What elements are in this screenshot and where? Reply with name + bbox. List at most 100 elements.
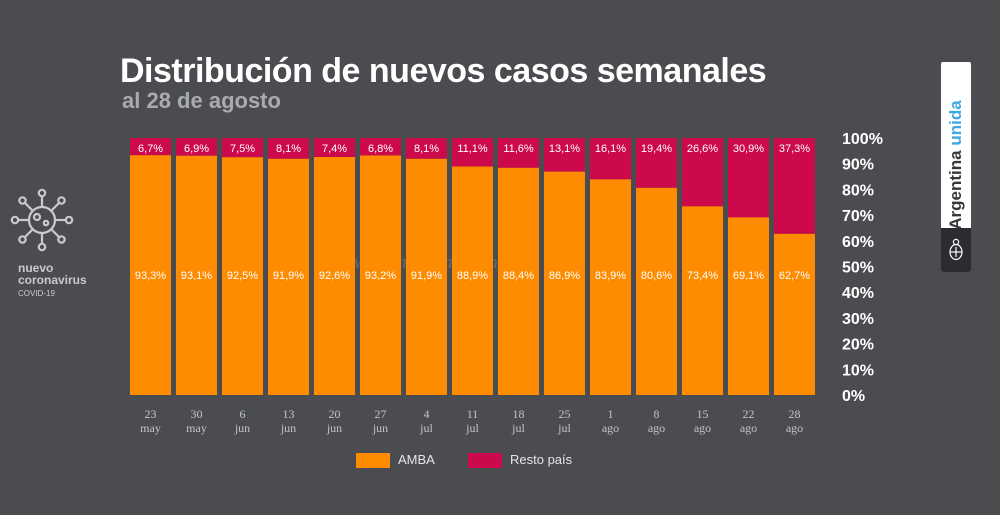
data-label-amba: 69,1%: [733, 270, 764, 282]
x-tick-label-day: 20: [329, 407, 341, 421]
bar-segment-amba: [222, 157, 263, 395]
bar-segment-amba: [406, 158, 447, 395]
data-label-resto-pais: 37,3%: [779, 143, 810, 155]
bar-segment-resto-pais: [406, 138, 447, 159]
x-tick-label-day: 15: [697, 407, 709, 421]
data-label-resto-pais: 6,7%: [138, 143, 163, 155]
x-tick-label-day: 25: [559, 407, 571, 421]
y-tick-label: 30%: [842, 311, 874, 328]
logo-line-1: nuevo: [18, 261, 54, 275]
x-tick-label-month: may: [140, 421, 161, 435]
logo-line-2: coronavirus: [18, 273, 87, 287]
bar-segment-amba: [314, 157, 355, 395]
y-tick-label: 60%: [842, 234, 874, 251]
data-label-resto-pais: 26,6%: [687, 143, 718, 155]
data-label-resto-pais: 8,1%: [414, 143, 439, 155]
y-tick-label: 70%: [842, 208, 874, 225]
x-tick-label-day: 8: [654, 407, 660, 421]
bar-segment-resto-pais: [498, 138, 539, 168]
bar-segment-resto-pais: [774, 138, 815, 234]
virus-icon: [10, 188, 74, 252]
bar-segment-resto-pais: [590, 138, 631, 180]
bar-segment-amba: [498, 167, 539, 395]
bar-segment-resto-pais: [268, 138, 309, 159]
argentina-unida-brand: Argentina unida: [941, 62, 971, 272]
bar-segment-resto-pais: [360, 138, 401, 156]
data-label-resto-pais: 8,1%: [276, 143, 301, 155]
y-tick-label: 80%: [842, 182, 874, 199]
x-tick-label-day: 30: [191, 407, 203, 421]
x-tick-label-day: 6: [240, 407, 246, 421]
bar-segment-amba: [774, 233, 815, 395]
bar-segment-amba: [544, 171, 585, 395]
data-label-amba: 88,4%: [503, 270, 534, 282]
legend-label-amba: AMBA: [398, 452, 435, 467]
x-tick-label-month: ago: [786, 421, 803, 435]
data-label-resto-pais: 6,8%: [368, 143, 393, 155]
data-label-amba: 92,6%: [319, 270, 350, 282]
x-tick-label-month: jun: [372, 421, 388, 435]
x-tick-label-day: 4: [424, 407, 430, 421]
x-tick-label-day: 22: [743, 407, 755, 421]
bar-segment-resto-pais: [452, 138, 493, 167]
bar-segment-amba: [176, 155, 217, 395]
x-tick-label-day: 13: [283, 407, 295, 421]
x-tick-label-month: jun: [234, 421, 250, 435]
bar-segment-amba: [590, 179, 631, 395]
x-tick-label-month: jul: [511, 421, 525, 435]
data-label-amba: 91,9%: [411, 270, 442, 282]
chart-subtitle: al 28 de agosto: [122, 88, 281, 113]
y-tick-label: 50%: [842, 260, 874, 277]
logo-caption: nuevo coronavirus COVID-19: [18, 262, 87, 300]
x-tick-label-day: 18: [513, 407, 525, 421]
y-tick-label: 90%: [842, 157, 874, 174]
legend-label-resto-pais: Resto país: [510, 452, 573, 467]
data-label-amba: 93,2%: [365, 270, 396, 282]
data-label-amba: 62,7%: [779, 270, 810, 282]
data-label-resto-pais: 11,6%: [503, 143, 534, 155]
x-tick-label-day: 27: [375, 407, 387, 421]
bar-segment-resto-pais: [636, 138, 677, 188]
x-tick-label-day: 1: [608, 407, 614, 421]
legend-swatch-amba: [356, 453, 390, 468]
x-tick-label-month: jul: [419, 421, 433, 435]
bar-segment-resto-pais: [130, 138, 171, 156]
data-label-resto-pais: 6,9%: [184, 143, 209, 155]
bar-segment-amba: [268, 158, 309, 395]
y-tick-label: 10%: [842, 362, 874, 379]
bar-segment-amba: [728, 217, 769, 395]
bar-segment-amba: [130, 155, 171, 395]
x-tick-label-month: may: [186, 421, 207, 435]
data-label-amba: 80,6%: [641, 270, 672, 282]
data-label-resto-pais: 13,1%: [549, 143, 580, 155]
data-label-amba: 92,5%: [227, 270, 258, 282]
data-label-resto-pais: 30,9%: [733, 143, 764, 155]
data-label-amba: 88,9%: [457, 270, 488, 282]
bar-segment-resto-pais: [222, 138, 263, 158]
x-tick-label-day: 28: [789, 407, 801, 421]
data-label-amba: 93,1%: [181, 270, 212, 282]
logo-line-3: COVID-19: [18, 289, 55, 298]
x-tick-label-month: jun: [326, 421, 342, 435]
data-label-resto-pais: 11,1%: [457, 143, 488, 155]
x-tick-label-month: jun: [280, 421, 296, 435]
x-tick-label-month: ago: [694, 421, 711, 435]
data-label-resto-pais: 7,5%: [230, 143, 255, 155]
y-tick-label: 0%: [842, 388, 865, 405]
bar-segment-amba: [452, 166, 493, 395]
data-label-amba: 93,3%: [135, 270, 166, 282]
x-tick-label-month: ago: [602, 421, 619, 435]
data-label-amba: 91,9%: [273, 270, 304, 282]
bar-segment-resto-pais: [314, 138, 355, 158]
bar-segment-resto-pais: [728, 138, 769, 218]
legend-swatch-resto-pais: [468, 453, 502, 468]
coat-of-arms-icon: [949, 238, 963, 261]
data-label-amba: 73,4%: [687, 270, 718, 282]
data-label-resto-pais: 16,1%: [595, 143, 626, 155]
chart-title: Distribución de nuevos casos semanales: [120, 52, 767, 90]
x-tick-label-month: ago: [740, 421, 757, 435]
bar-segment-amba: [682, 206, 723, 395]
brand-seal-box: [941, 228, 971, 272]
data-label-amba: 83,9%: [595, 270, 626, 282]
